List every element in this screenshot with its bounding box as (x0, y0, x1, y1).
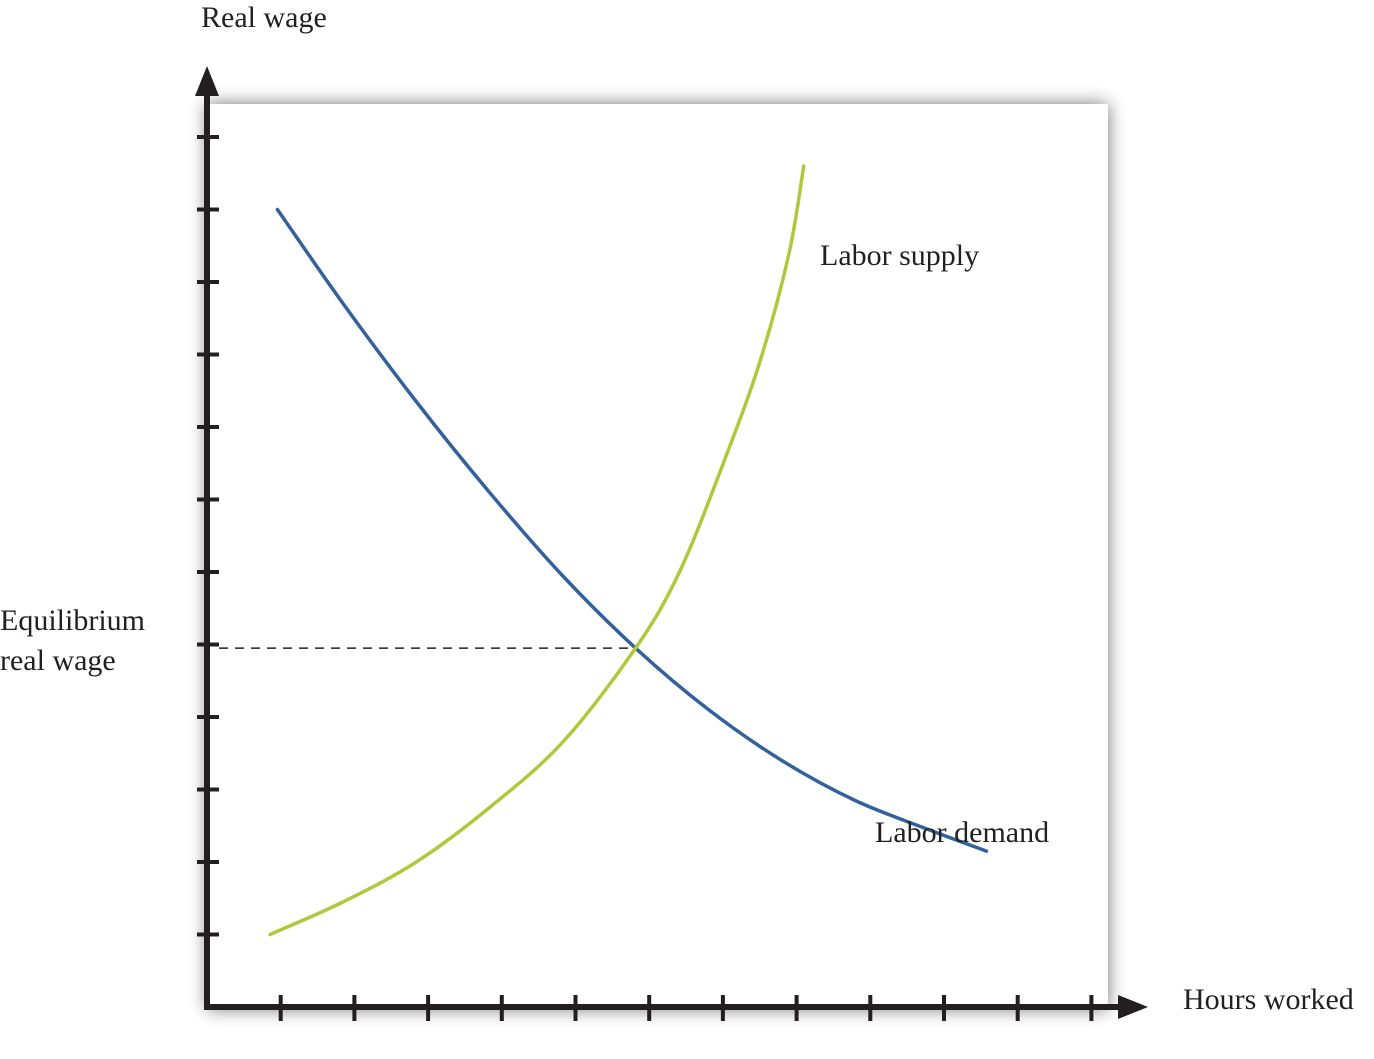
x-axis-label: Hours worked (1183, 983, 1354, 1016)
labor-supply-label: Labor supply (820, 239, 979, 272)
series-layer (268, 164, 989, 937)
plot-area (207, 104, 1108, 1009)
y-axis-label: Real wage (201, 1, 327, 34)
labor-demand-curve (275, 207, 989, 853)
labor-supply-curve (268, 164, 806, 937)
labor-demand-label: Labor demand (875, 816, 1049, 849)
equilibrium-label-line2: real wage (0, 644, 116, 677)
tick-layer (197, 135, 1094, 1021)
axes (195, 66, 1148, 1021)
y-axis-arrowhead (195, 66, 219, 96)
x-axis-arrowhead (1118, 995, 1148, 1019)
equilibrium-label-line1: Equilibrium (0, 604, 145, 637)
